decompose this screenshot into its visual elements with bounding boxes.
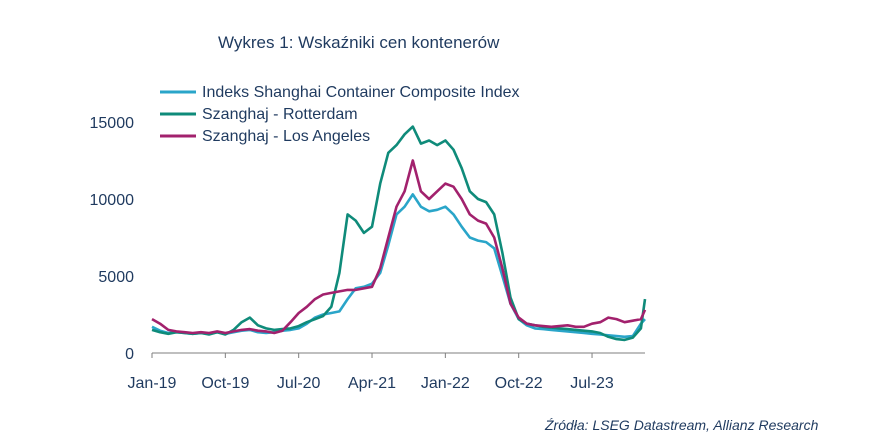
legend: Indeks Shanghai Container Composite Inde… [160,84,520,145]
x-tick-label: Jan-22 [421,375,470,392]
y-tick-label: 15000 [90,115,135,132]
legend-label: Indeks Shanghai Container Composite Inde… [202,84,520,101]
chart-title: Wykres 1: Wskaźniki cen kontenerów [218,33,500,52]
series-line-2 [151,125,647,342]
x-tick-label: Oct-19 [201,375,249,392]
x-tick-label: Jul-20 [277,375,321,392]
y-tick-label: 0 [125,346,134,363]
series-line-3 [151,159,647,335]
y-tick-label: 5000 [98,269,134,286]
x-tick-label: Oct-22 [495,375,543,392]
series-line-1 [151,193,646,339]
x-axis: Jan-19 Oct-19 Jul-20 Apr-21 Jan-22 Oct-22 Jul-… [128,353,614,392]
legend-label: Szanghaj - Los Angeles [202,128,370,145]
x-tick-label: Apr-21 [348,375,396,392]
series-group [151,125,647,342]
x-tick-label: Jul-23 [570,375,614,392]
source-note: Źródła: LSEG Datastream, Allianz Researc… [544,417,819,433]
x-tick-label: Jan-19 [128,375,177,392]
y-tick-label: 10000 [90,192,135,209]
legend-label: Szanghaj - Rotterdam [202,106,358,123]
y-axis: 0 5000 10000 15000 [90,115,135,363]
